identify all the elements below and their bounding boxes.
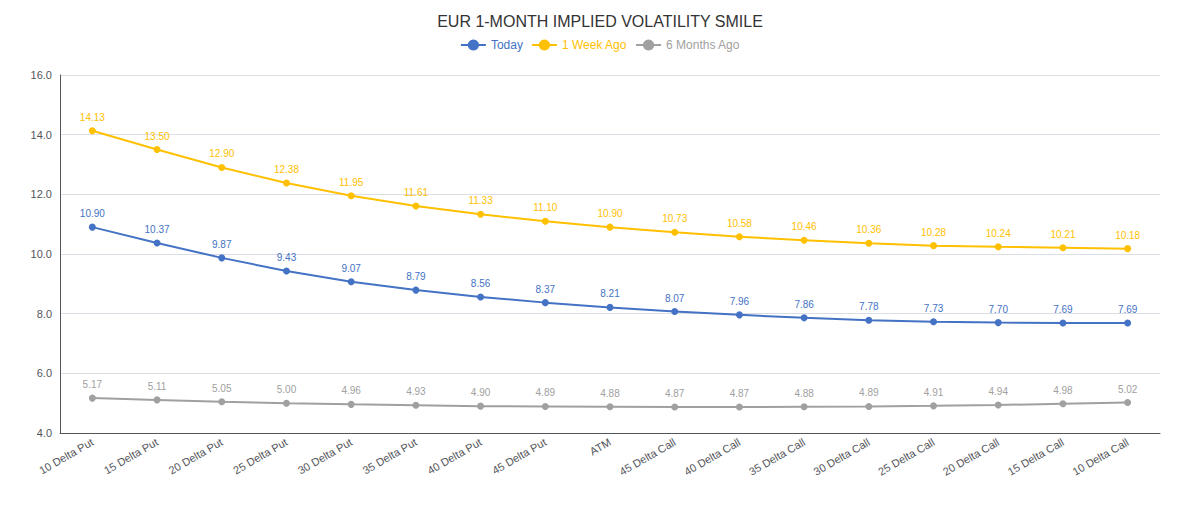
svg-text:9.07: 9.07: [341, 263, 361, 274]
svg-text:7.96: 7.96: [730, 296, 750, 307]
svg-text:9.87: 9.87: [212, 239, 232, 250]
svg-text:15 Delta Put: 15 Delta Put: [102, 436, 160, 477]
svg-text:ATM: ATM: [588, 436, 613, 458]
svg-text:45 Delta Put: 45 Delta Put: [490, 436, 548, 477]
svg-text:9.43: 9.43: [277, 252, 297, 263]
svg-text:10.73: 10.73: [662, 213, 687, 224]
svg-text:11.95: 11.95: [339, 177, 364, 188]
svg-text:10.18: 10.18: [1115, 230, 1140, 241]
svg-text:40 Delta Call: 40 Delta Call: [682, 436, 742, 478]
svg-text:4.87: 4.87: [730, 388, 750, 399]
svg-text:30 Delta Call: 30 Delta Call: [811, 436, 871, 478]
svg-text:16.0: 16.0: [31, 69, 52, 81]
svg-text:14.0: 14.0: [31, 129, 52, 141]
svg-text:4.89: 4.89: [536, 387, 556, 398]
svg-text:4.96: 4.96: [341, 385, 361, 396]
svg-text:10.90: 10.90: [80, 208, 105, 219]
svg-text:35 Delta Call: 35 Delta Call: [747, 436, 807, 478]
svg-text:45 Delta Call: 45 Delta Call: [617, 436, 677, 478]
svg-text:10.21: 10.21: [1050, 229, 1075, 240]
svg-text:Today: Today: [491, 38, 523, 52]
svg-text:5.11: 5.11: [148, 381, 167, 392]
svg-text:8.0: 8.0: [37, 308, 52, 320]
svg-text:10.37: 10.37: [145, 224, 170, 235]
svg-text:4.93: 4.93: [406, 386, 426, 397]
svg-text:40 Delta Put: 40 Delta Put: [425, 436, 483, 477]
svg-text:15 Delta Call: 15 Delta Call: [1005, 436, 1065, 478]
svg-text:10.28: 10.28: [921, 227, 946, 238]
svg-text:7.78: 7.78: [859, 301, 879, 312]
svg-text:25 Delta Call: 25 Delta Call: [876, 436, 936, 478]
svg-text:20 Delta Call: 20 Delta Call: [941, 436, 1001, 478]
svg-text:11.10: 11.10: [533, 202, 558, 213]
svg-text:11.33: 11.33: [468, 195, 493, 206]
svg-text:10.46: 10.46: [792, 221, 817, 232]
svg-text:30 Delta Put: 30 Delta Put: [296, 436, 354, 477]
svg-text:7.86: 7.86: [794, 299, 814, 310]
svg-text:25 Delta Put: 25 Delta Put: [231, 436, 289, 477]
svg-text:10.58: 10.58: [727, 218, 752, 229]
svg-text:12.90: 12.90: [209, 148, 234, 159]
svg-text:10.0: 10.0: [31, 248, 52, 260]
svg-text:4.91: 4.91: [924, 387, 944, 398]
svg-text:20 Delta Put: 20 Delta Put: [166, 436, 224, 477]
svg-text:4.88: 4.88: [600, 388, 620, 399]
svg-text:EUR 1-MONTH IMPLIED VOLATILITY: EUR 1-MONTH IMPLIED VOLATILITY SMILE: [437, 13, 763, 30]
svg-text:11.61: 11.61: [404, 187, 429, 198]
svg-text:35 Delta Put: 35 Delta Put: [361, 436, 419, 477]
svg-text:5.17: 5.17: [83, 379, 103, 390]
svg-text:10 Delta Call: 10 Delta Call: [1070, 436, 1130, 478]
svg-text:7.73: 7.73: [924, 303, 944, 314]
svg-text:8.37: 8.37: [536, 284, 556, 295]
svg-text:1 Week Ago: 1 Week Ago: [562, 38, 627, 52]
svg-text:4.87: 4.87: [665, 388, 685, 399]
svg-text:4.98: 4.98: [1053, 385, 1073, 396]
svg-text:8.21: 8.21: [600, 288, 620, 299]
svg-text:4.0: 4.0: [37, 427, 52, 439]
svg-text:5.02: 5.02: [1118, 384, 1138, 395]
svg-text:5.05: 5.05: [212, 383, 232, 394]
svg-text:6 Months Ago: 6 Months Ago: [666, 38, 740, 52]
svg-text:4.89: 4.89: [859, 387, 879, 398]
svg-text:12.38: 12.38: [274, 164, 299, 175]
svg-text:6.0: 6.0: [37, 367, 52, 379]
svg-text:10.90: 10.90: [597, 208, 622, 219]
svg-text:4.94: 4.94: [989, 386, 1009, 397]
svg-text:7.69: 7.69: [1053, 304, 1073, 315]
svg-text:8.56: 8.56: [471, 278, 491, 289]
svg-text:13.50: 13.50: [145, 131, 170, 142]
svg-text:10.24: 10.24: [986, 228, 1011, 239]
svg-text:14.13: 14.13: [80, 112, 105, 123]
svg-text:4.88: 4.88: [794, 388, 814, 399]
svg-text:8.79: 8.79: [406, 271, 426, 282]
svg-text:7.70: 7.70: [989, 304, 1009, 315]
svg-text:8.07: 8.07: [665, 293, 685, 304]
svg-text:10 Delta Put: 10 Delta Put: [37, 436, 95, 477]
svg-text:12.0: 12.0: [31, 188, 52, 200]
svg-text:5.00: 5.00: [277, 384, 297, 395]
svg-text:10.36: 10.36: [856, 224, 881, 235]
svg-text:7.69: 7.69: [1118, 304, 1138, 315]
svg-text:4.90: 4.90: [471, 387, 491, 398]
